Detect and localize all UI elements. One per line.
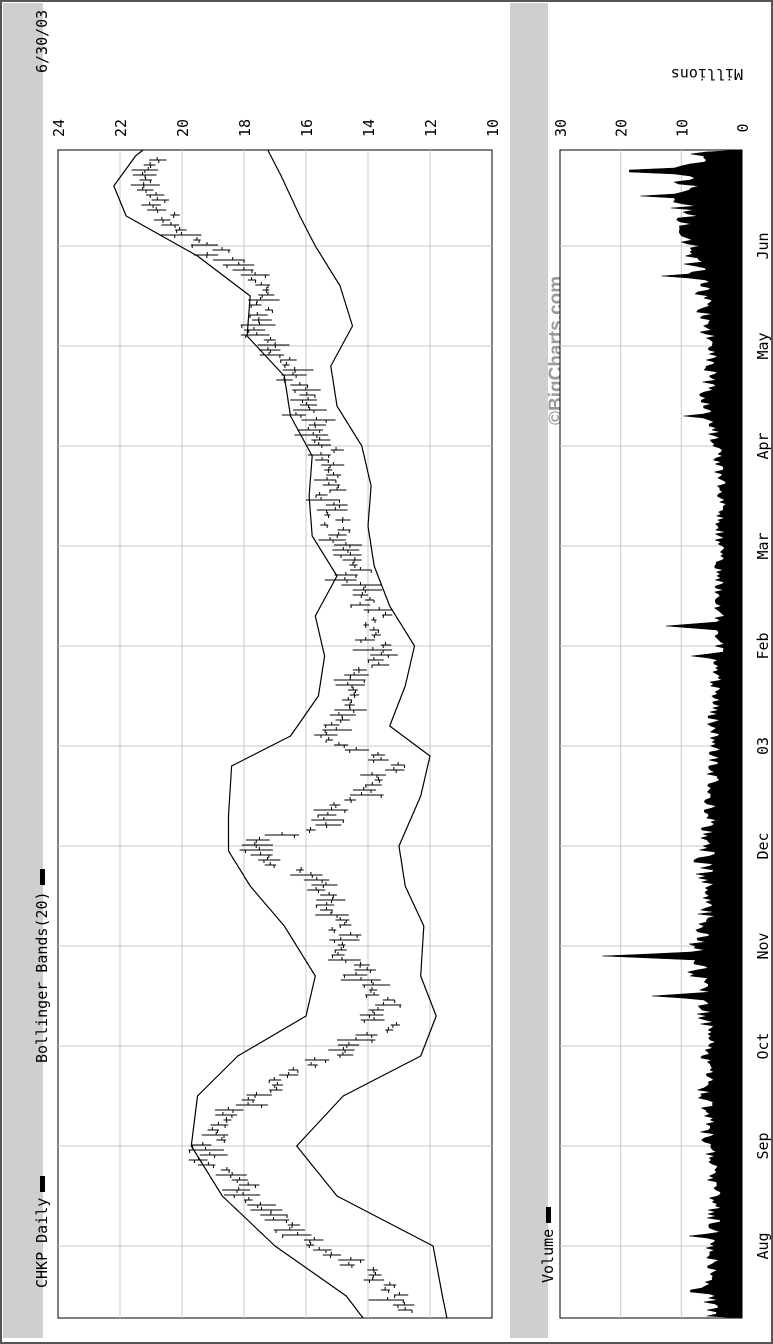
price-tick-label: 16 [298,119,316,137]
month-tick-label: Feb [754,632,772,659]
price-axis: 10 12 14 16 18 20 22 24 [50,119,502,137]
price-tick-label: 12 [422,119,440,137]
month-tick-label: Nov [754,932,772,959]
volume-axis: 0 10 20 30 [552,119,752,137]
bollinger-bands [113,149,448,1319]
month-tick-label: Aug [754,1232,772,1259]
price-tick-label: 14 [360,119,378,137]
volume-area [602,149,743,1319]
month-tick-label: 03 [754,737,772,755]
price-tick-label: 22 [112,119,130,137]
volume-tick-label: 30 [552,119,570,137]
price-tick-label: 10 [484,119,502,137]
volume-area-fill [602,149,743,1319]
price-tick-label: 24 [50,119,68,137]
price-header-band [3,3,43,1338]
month-tick-label: Apr [754,432,772,459]
price-tick-label: 18 [236,119,254,137]
month-tick-label: Mar [754,532,772,559]
lower-bollinger-band [267,149,448,1319]
month-tick-label: May [754,332,772,359]
volume-tick-label: 0 [734,123,752,132]
month-tick-label: Dec [754,832,772,859]
volume-header-band [510,3,548,1338]
month-tick-label: Oct [754,1032,772,1059]
month-tick-label: Sep [754,1132,772,1159]
time-axis: Aug Sep Oct Nov Dec 03 Feb Mar Apr May Jun [754,232,772,1259]
month-tick-label: Jun [754,232,772,259]
volume-tick-label: 10 [673,119,691,137]
upper-bollinger-band [113,149,364,1319]
price-tick-label: 20 [174,119,192,137]
volume-tick-label: 20 [613,119,631,137]
price-bars [130,157,415,1313]
